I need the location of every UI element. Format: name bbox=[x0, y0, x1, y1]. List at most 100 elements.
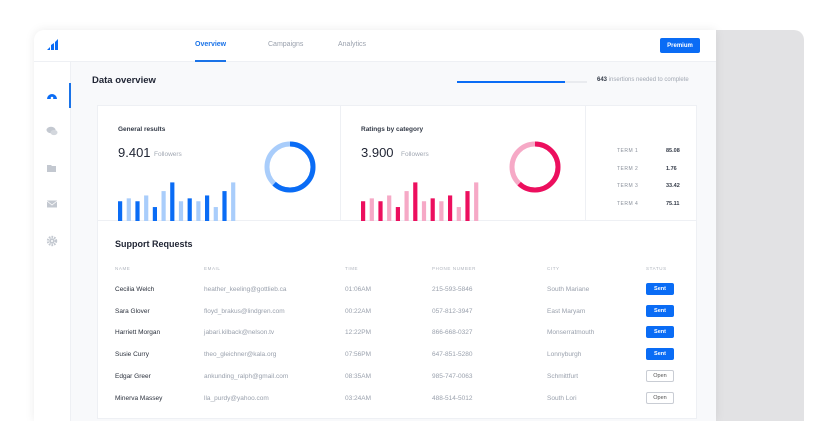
cell-email: floyd_brakus@lindgren.com bbox=[204, 307, 285, 315]
bar bbox=[404, 191, 409, 223]
bar bbox=[439, 201, 444, 223]
term-value: 75.11 bbox=[666, 200, 680, 207]
cell-time: 07:56PM bbox=[345, 351, 372, 359]
cell-email: lla_purdy@yahoo.com bbox=[204, 394, 269, 402]
cell-city: South Lori bbox=[547, 394, 577, 402]
cell-phone: 057-812-3947 bbox=[432, 307, 473, 315]
stats-cards: General results 9.401 Followers abcdefgh… bbox=[97, 105, 697, 233]
bar bbox=[413, 182, 418, 223]
column-header: NAME bbox=[115, 266, 131, 271]
cell-city: Schmittfurt bbox=[547, 372, 579, 380]
tab-analytics[interactable]: Analytics bbox=[338, 41, 367, 48]
status-button[interactable]: Open bbox=[646, 369, 674, 382]
term-label: TERM 4 bbox=[617, 200, 639, 207]
donut-value bbox=[509, 141, 561, 193]
cell-time: 03:24AM bbox=[345, 394, 372, 402]
term-value: 33.42 bbox=[666, 183, 680, 189]
bar bbox=[152, 207, 157, 223]
column-header: STATUS bbox=[646, 266, 667, 271]
ratings-card: Ratings by category 3.900 Followers abcd… bbox=[341, 106, 586, 233]
cell-phone: 985-747-0063 bbox=[432, 372, 473, 380]
mail-icon[interactable] bbox=[46, 198, 58, 210]
cell-name: Edgar Greer bbox=[115, 372, 151, 380]
page-title: Data overview bbox=[92, 75, 156, 86]
gear-icon[interactable] bbox=[46, 235, 58, 247]
donut-chart bbox=[509, 141, 561, 193]
bar bbox=[135, 201, 140, 223]
status-button[interactable]: Sent bbox=[646, 326, 674, 339]
status-button[interactable]: Sent bbox=[646, 283, 674, 295]
bar bbox=[395, 207, 400, 223]
bar bbox=[196, 201, 201, 223]
logo-icon bbox=[47, 39, 58, 50]
table-row: Edgar Greer ankunding_ralph@gmail.com 08:3… bbox=[98, 369, 696, 387]
section-title: Support Requests bbox=[115, 239, 193, 249]
chat-icon[interactable] bbox=[46, 125, 58, 137]
status-button[interactable]: Sent bbox=[646, 304, 674, 317]
bar bbox=[474, 182, 479, 223]
cell-name: Susie Curry bbox=[115, 351, 149, 359]
cell-email: ankunding_ralph@gmail.com bbox=[204, 372, 289, 380]
bar bbox=[231, 182, 236, 223]
table-row: Minerva Massey lla_purdy@yahoo.com 03:24AM… bbox=[98, 391, 696, 409]
bar bbox=[187, 198, 192, 223]
column-header: TIME bbox=[345, 266, 359, 271]
table-row: Susie Curry theo_gleichner@kala.org 07:56P… bbox=[98, 348, 696, 365]
column-header: CITY bbox=[547, 266, 560, 271]
cell-phone: 647-851-5280 bbox=[432, 351, 473, 359]
bar bbox=[118, 201, 123, 223]
tab-campaigns[interactable]: Campaigns bbox=[268, 41, 304, 48]
donut-chart bbox=[264, 141, 316, 193]
bar bbox=[361, 201, 366, 223]
cell-time: 08:35AM bbox=[345, 372, 372, 380]
followers-label: Followers bbox=[154, 151, 182, 158]
top-nav: Overview Campaigns Analytics Premium bbox=[34, 30, 716, 62]
followers-value: 3.900 bbox=[361, 145, 394, 160]
term-label: TERM 1 bbox=[617, 148, 639, 154]
progress-count: 643 bbox=[597, 77, 608, 83]
cell-name: Sara Glover bbox=[115, 307, 150, 315]
terms-panel: TERM 1 85.08 TERM 2 1.76 TERM 3 33.42 TERM 4 75… bbox=[586, 106, 696, 220]
cell-time: 01:06AM bbox=[345, 286, 372, 293]
premium-button[interactable]: Premium bbox=[660, 38, 700, 53]
cell-city: Monserratmouth bbox=[547, 329, 595, 337]
general-results-card: General results 9.401 Followers abcdefgh… bbox=[98, 106, 341, 233]
bar bbox=[126, 198, 131, 223]
sidebar bbox=[34, 62, 71, 421]
cell-city: South Mariane bbox=[547, 286, 590, 293]
bar bbox=[456, 207, 461, 223]
donut-value bbox=[264, 141, 316, 193]
active-indicator bbox=[69, 83, 71, 108]
term-label: TERM 3 bbox=[617, 183, 639, 189]
followers-value: 9.401 bbox=[118, 145, 151, 160]
bar bbox=[205, 195, 210, 223]
bar-chart bbox=[361, 182, 479, 223]
status-button[interactable]: Sent bbox=[646, 348, 674, 361]
cell-email: jabari.kilback@nelson.tv bbox=[204, 329, 275, 337]
folder-icon[interactable] bbox=[46, 162, 58, 174]
cell-email: heather_keeling@gottlieb.ca bbox=[204, 286, 287, 293]
status-button[interactable]: Open bbox=[646, 391, 674, 404]
tab-overview[interactable]: Overview bbox=[195, 41, 227, 62]
bar bbox=[430, 198, 435, 223]
progress-label: insertions needed to complete bbox=[608, 77, 689, 83]
bar bbox=[369, 198, 374, 223]
bar bbox=[144, 195, 149, 223]
progress-bar bbox=[457, 81, 587, 83]
table-row: Harriett Morgan jabari.kilback@nelson.tv 1… bbox=[98, 326, 696, 343]
cell-time: 12:22PM bbox=[345, 329, 372, 337]
column-header: EMAIL bbox=[204, 266, 221, 271]
table-row: Cecilia Welch heather_keeling@gottlieb.ca… bbox=[98, 283, 696, 300]
card-title: General results bbox=[118, 126, 166, 133]
bar bbox=[387, 195, 392, 223]
background-panel bbox=[716, 30, 804, 421]
term-value: 85.08 bbox=[666, 148, 680, 154]
table-row: Sara Glover floyd_brakus@lindgren.com 00:2… bbox=[98, 304, 696, 322]
support-requests-table: Support Requests NAME EMAIL TIME PHONE NUMB… bbox=[97, 221, 697, 419]
bar bbox=[161, 191, 166, 223]
cell-name: Harriett Morgan bbox=[115, 329, 161, 337]
bar bbox=[222, 191, 227, 223]
dashboard-icon[interactable] bbox=[46, 90, 58, 102]
cell-city: East Maryam bbox=[547, 307, 586, 315]
bar bbox=[378, 201, 383, 223]
